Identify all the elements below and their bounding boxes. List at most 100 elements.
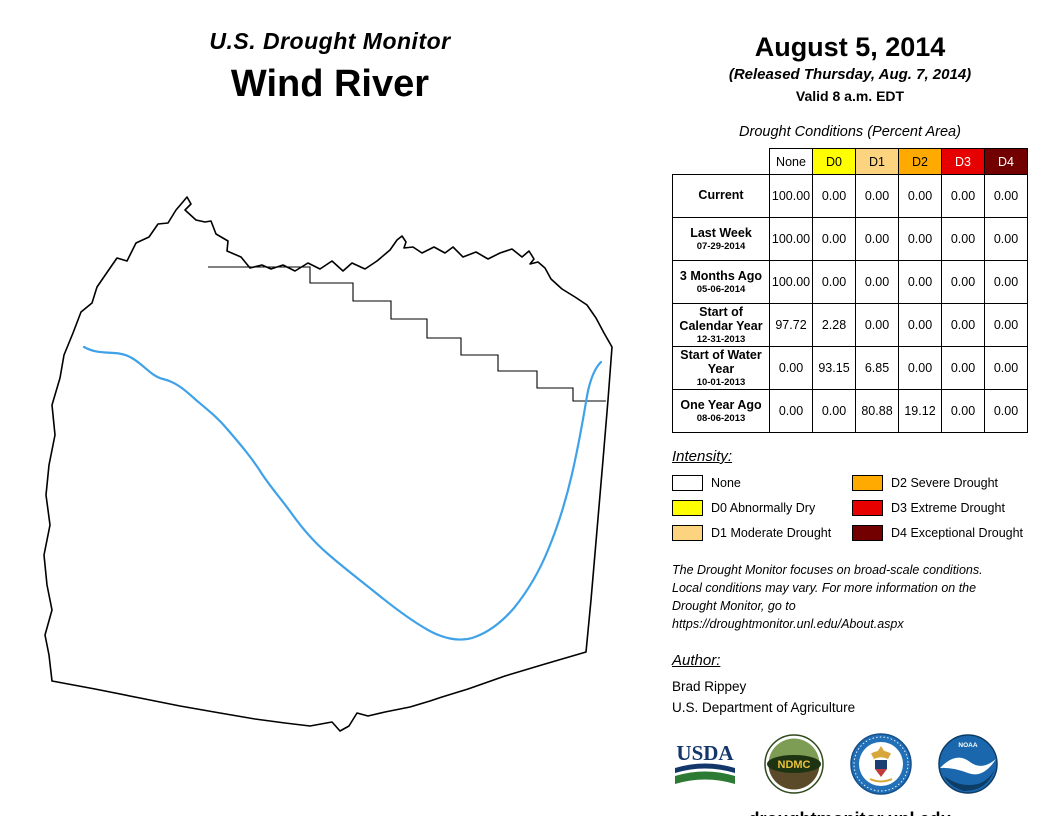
date-block: August 5, 2014 (Released Thursday, Aug. …	[672, 32, 1028, 104]
intensity-legend: None D0 Abnormally Dry D1 Moderate Droug…	[672, 475, 1028, 541]
footer-url: droughtmonitor.unl.edu	[672, 809, 1028, 816]
value-cell: 0.00	[984, 260, 1028, 304]
row-label-one-year-ago: One Year Ago 08-06-2013	[672, 389, 770, 433]
value-cell: 0.00	[855, 260, 899, 304]
table-row: Current 100.00 0.00 0.00 0.00 0.00 0.00	[672, 174, 1028, 218]
value-cell: 0.00	[898, 174, 942, 218]
value-cell: 100.00	[769, 217, 813, 261]
row-date: 07-29-2014	[696, 241, 746, 253]
table-row: 3 Months Ago 05-06-2014 100.00 0.00 0.00…	[672, 260, 1028, 304]
release-date: (Released Thursday, Aug. 7, 2014)	[728, 66, 972, 83]
usda-swoosh-blue	[675, 763, 735, 773]
wind-river	[82, 345, 603, 641]
ndmc-logo-text: NDMC	[778, 759, 811, 771]
value-cell: 80.88	[855, 389, 899, 433]
col-header-d1: D1	[855, 148, 899, 175]
value-cell: 0.00	[941, 260, 985, 304]
row-label-start-calendar-year: Start of Calendar Year 12-31-2013	[672, 303, 770, 347]
value-cell: 0.00	[812, 174, 856, 218]
d1-color-swatch	[672, 525, 703, 541]
value-cell: 0.00	[984, 303, 1028, 347]
agency-logos: USDA NDMC	[672, 732, 1028, 795]
row-name: Start of Calendar Year	[679, 304, 763, 333]
value-cell: 0.00	[898, 260, 942, 304]
d3-color-swatch	[852, 500, 883, 516]
table-header-row: None D0 D1 D2 D3 D4	[673, 148, 1028, 175]
d2-color-swatch	[852, 475, 883, 491]
value-cell: 100.00	[769, 260, 813, 304]
noaa-logo: NOAA	[938, 733, 998, 794]
boundary-line	[208, 266, 606, 402]
basin-outline	[43, 196, 613, 732]
d0-color-swatch	[672, 500, 703, 516]
disclaimer-line: The Drought Monitor focuses on broad-sca…	[672, 563, 983, 577]
value-cell: 0.00	[941, 303, 985, 347]
legend-title: Intensity:	[672, 448, 733, 465]
legend-column-left: None D0 Abnormally Dry D1 Moderate Droug…	[672, 475, 852, 541]
value-cell: 0.00	[769, 389, 813, 433]
ndmc-banner	[767, 754, 821, 773]
row-name: Last Week	[690, 225, 752, 240]
legend-label: D4 Exceptional Drought	[891, 526, 1024, 540]
value-cell: 0.00	[855, 217, 899, 261]
value-cell: 0.00	[898, 303, 942, 347]
row-label-3-months-ago: 3 Months Ago 05-06-2014	[672, 260, 770, 304]
usda-swoosh-green	[675, 771, 735, 784]
legend-item-d1: D1 Moderate Drought	[672, 525, 852, 541]
legend-item-d0: D0 Abnormally Dry	[672, 500, 852, 516]
doc-eagle-wings	[871, 750, 891, 759]
value-cell: 0.00	[984, 389, 1028, 433]
value-cell: 0.00	[898, 346, 942, 390]
value-cell: 0.00	[898, 217, 942, 261]
value-cell: 0.00	[984, 346, 1028, 390]
value-cell: 0.00	[812, 389, 856, 433]
table-row: Start of Water Year 10-01-2013 0.00 93.1…	[672, 346, 1028, 390]
value-cell: 0.00	[855, 174, 899, 218]
col-header-d2: D2	[898, 148, 942, 175]
right-panel: August 5, 2014 (Released Thursday, Aug. …	[672, 0, 1028, 816]
value-cell: 0.00	[941, 174, 985, 218]
legend-column-right: D2 Severe Drought D3 Extreme Drought D4 …	[852, 475, 1023, 541]
usdm-title: U.S. Drought Monitor	[209, 28, 451, 54]
noaa-disc-edge	[938, 733, 998, 794]
legend-item-d3: D3 Extreme Drought	[852, 500, 1023, 516]
value-cell: 0.00	[769, 346, 813, 390]
doc-shield	[875, 759, 887, 769]
doc-shield-base	[875, 768, 887, 777]
legend-label: D0 Abnormally Dry	[711, 501, 816, 515]
row-date: 10-01-2013	[696, 377, 746, 389]
doc-scroll	[869, 777, 893, 782]
table-row: Start of Calendar Year 12-31-2013 97.72 …	[672, 303, 1028, 347]
value-cell: 0.00	[941, 346, 985, 390]
map-svg	[43, 196, 613, 732]
ndmc-logo: NDMC	[764, 733, 824, 794]
report-date: August 5, 2014	[754, 32, 946, 62]
col-header-d4: D4	[984, 148, 1028, 175]
value-cell: 0.00	[812, 260, 856, 304]
author-organization: U.S. Department of Agriculture	[672, 699, 856, 715]
region-title: Wind River	[230, 63, 430, 105]
disclaimer-line: Local conditions may vary. For more info…	[672, 581, 977, 596]
legend-item-d2: D2 Severe Drought	[852, 475, 1023, 491]
value-cell: 93.15	[812, 346, 856, 390]
drought-conditions-table: None D0 D1 D2 D3 D4 Current 100.00 0.00 …	[672, 148, 1028, 433]
noaa-seabird	[940, 757, 996, 774]
disclaimer: The Drought Monitor focuses on broad-sca…	[672, 561, 1028, 634]
doc-eagle-head	[877, 745, 885, 751]
legend-item-d4: D4 Exceptional Drought	[852, 525, 1023, 541]
value-cell: 19.12	[898, 389, 942, 433]
usda-logo-text: USDA	[676, 741, 734, 765]
noaa-wave	[944, 767, 995, 791]
doc-ring-edge	[850, 732, 912, 795]
author-name: Brad Rippey	[672, 678, 747, 694]
row-name: One Year Ago	[680, 397, 762, 412]
col-header-d0: D0	[812, 148, 856, 175]
col-header-none: None	[769, 148, 813, 175]
table-row: Last Week 07-29-2014 100.00 0.00 0.00 0.…	[672, 217, 1028, 261]
row-label-current: Current	[672, 174, 770, 218]
row-name: Start of Water Year	[680, 347, 762, 376]
col-header-d3: D3	[941, 148, 985, 175]
disclaimer-line: Drought Monitor, go to https://droughtmo…	[672, 599, 904, 632]
valid-time: Valid 8 a.m. EDT	[795, 88, 905, 104]
value-cell: 6.85	[855, 346, 899, 390]
